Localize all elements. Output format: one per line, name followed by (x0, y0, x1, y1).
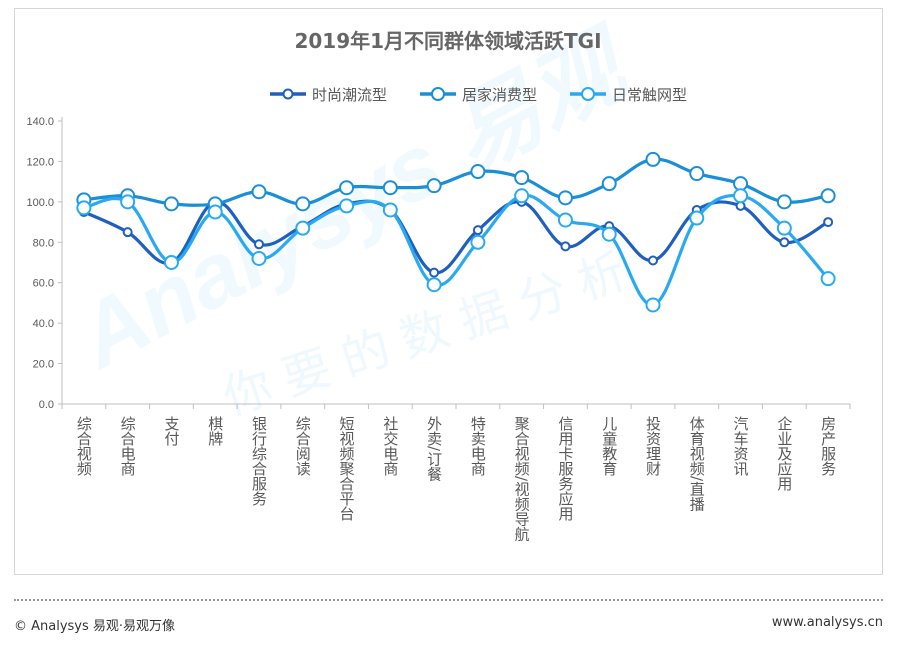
series-2-point-10 (470, 164, 486, 180)
series-3 (76, 188, 836, 313)
series-2-point-11 (514, 170, 530, 186)
series-2-point-12 (557, 190, 573, 206)
chart-frame (14, 8, 883, 575)
tgi-line-chart: Analysys 易观 你要的数据分析 2019年1月不同群体领域活跃TGI 时… (26, 12, 851, 542)
series-1-point-18 (823, 217, 834, 228)
series-2-point-7 (339, 180, 355, 196)
series-3-point-18 (820, 271, 836, 287)
legend: 时尚潮流型 居家消费型 日常触网型 (270, 86, 687, 104)
legend-marker (282, 88, 294, 100)
legend-item-2: 居家消费型 (420, 86, 537, 104)
series-2-point-5 (251, 184, 267, 200)
series-3-point-3 (163, 255, 179, 270)
series-1-point-17 (779, 237, 790, 248)
y-tick-label: 80.0 (33, 237, 54, 249)
series-1-point-14 (648, 255, 658, 266)
series-3-point-11 (514, 188, 530, 204)
series-layer (76, 151, 836, 313)
x-tick-label-5: 银行综合服务 (250, 416, 268, 507)
legend-marker (581, 87, 595, 101)
legend-item-3: 日常触网型 (570, 86, 687, 104)
series-3-point-4 (207, 204, 223, 220)
series-3-point-15 (689, 210, 705, 226)
y-tick-label: 40.0 (33, 318, 54, 330)
y-tick-label: 120.0 (26, 156, 54, 168)
series-3-point-2 (120, 194, 136, 210)
series-3-point-14 (645, 297, 661, 313)
series-2-point-14 (645, 151, 661, 167)
chart-title: 2019年1月不同群体领域活跃TGI (294, 29, 601, 53)
x-tick-label-3: 支付 (162, 416, 180, 447)
x-tick-label-17: 企业及应用 (775, 415, 793, 492)
footer-website[interactable]: www.analysys.cn (771, 615, 883, 630)
y-axis: 0.0 20.0 40.0 60.0 80.0 100.0 120.0 140.0 (26, 116, 63, 411)
series-1-point-5 (254, 239, 264, 250)
series-3-point-12 (557, 212, 573, 228)
legend-marker (431, 87, 445, 101)
legend-item-1: 时尚潮流型 (270, 86, 387, 104)
y-tick-label: 100.0 (26, 197, 54, 209)
series-1-point-12 (560, 241, 571, 252)
x-tick-label-16: 汽车资讯 (732, 416, 750, 477)
series-3-point-16 (733, 188, 749, 204)
series-2-point-8 (382, 180, 398, 196)
x-tick-label-10: 特卖电商 (469, 416, 487, 476)
legend-label: 时尚潮流型 (312, 86, 387, 104)
series-2-point-15 (689, 166, 705, 182)
series-1-point-10 (472, 225, 483, 236)
series-3-point-1 (76, 200, 92, 216)
series-2-point-17 (776, 194, 792, 210)
x-tick-label-2: 综合电商 (119, 416, 137, 476)
series-3-point-9 (426, 277, 442, 293)
x-tick-label-18: 房产服务 (819, 416, 837, 477)
x-tick-label-1: 综合视频 (75, 416, 93, 476)
x-tick-label-6: 综合阅读 (294, 416, 312, 476)
y-tick-label: 0.0 (39, 399, 54, 411)
x-tick-label-7: 短视频聚合平台 (338, 416, 356, 521)
y-tick-label: 20.0 (33, 359, 54, 371)
legend-label: 日常触网型 (612, 86, 687, 104)
x-tick-label-11: 聚合视频/视频导航 (513, 416, 531, 542)
series-2-point-3 (163, 196, 179, 212)
legend-label: 居家消费型 (462, 86, 537, 104)
series-2-point-6 (295, 196, 311, 212)
footer-divider (14, 599, 883, 601)
y-tick-label: 60.0 (33, 278, 54, 290)
series-2-point-9 (426, 178, 442, 194)
x-tick-label-12: 信用卡服务应用 (556, 416, 574, 522)
x-tick-label-4: 棋牌 (206, 416, 224, 446)
series-2-point-16 (733, 176, 749, 192)
x-axis: 综合视频 综合电商 支付 棋牌 银行综合服务 综合阅读 短视频聚合平台 社交电商 外卖/订餐 特卖… (61, 403, 851, 542)
series-3-point-13 (601, 226, 617, 242)
series-1-point-9 (429, 267, 440, 278)
series-2-point-18 (820, 188, 836, 204)
x-tick-label-8: 社交电商 (381, 416, 399, 476)
series-3-point-6 (295, 220, 311, 236)
series-3-point-8 (382, 202, 398, 218)
x-tick-label-14: 投资理财 (644, 416, 662, 477)
series-3-point-5 (251, 250, 267, 266)
x-tick-label-9: 外卖/订餐 (425, 416, 443, 481)
x-tick-label-15: 体育视频/直播 (688, 416, 706, 512)
x-tick-label-13: 儿童教育 (600, 416, 618, 476)
series-2-point-13 (601, 176, 617, 192)
series-1-point-2 (122, 227, 133, 238)
footer-copyright: © Analysys 易观·易观万像 (14, 619, 176, 634)
y-tick-label: 140.0 (26, 116, 54, 128)
series-3-point-10 (470, 234, 486, 250)
series-3-point-7 (339, 198, 355, 214)
series-3-point-17 (776, 220, 792, 236)
